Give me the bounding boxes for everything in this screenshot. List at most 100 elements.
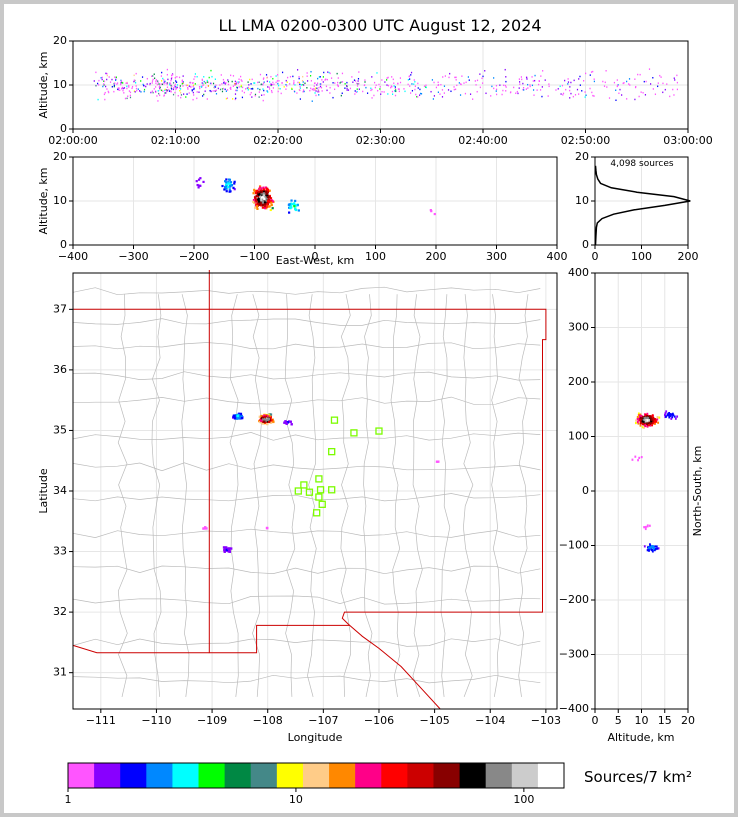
source-point: [676, 88, 678, 91]
source-cell: [225, 184, 228, 187]
source-point: [584, 96, 586, 98]
source-cell: [257, 200, 261, 203]
colorbar-tick-label: 1: [65, 793, 72, 806]
source-point: [417, 82, 419, 85]
source-point: [321, 90, 323, 92]
source-point: [570, 81, 572, 84]
source-point: [293, 82, 295, 84]
source-point: [317, 91, 319, 93]
source-cell: [204, 526, 207, 529]
x-tick-label: 02:50:00: [561, 134, 610, 147]
source-point: [170, 84, 172, 87]
source-cell: [647, 546, 649, 549]
source-point: [329, 92, 331, 94]
source-point: [298, 75, 300, 78]
source-point: [151, 82, 153, 84]
source-point: [174, 91, 176, 94]
source-point: [645, 80, 647, 83]
source-point: [221, 82, 223, 85]
source-point: [240, 75, 242, 78]
source-point: [310, 70, 312, 73]
source-point: [296, 92, 298, 94]
source-point: [234, 80, 236, 83]
source-cell: [650, 418, 653, 421]
source-point: [122, 82, 124, 84]
source-cell: [268, 205, 271, 208]
source-point: [146, 77, 148, 80]
source-cell: [638, 416, 641, 419]
source-point: [320, 83, 322, 85]
source-point: [176, 84, 179, 86]
source-point: [179, 87, 181, 89]
source-point: [191, 89, 193, 92]
source-point: [364, 79, 366, 81]
source-point: [247, 86, 249, 89]
source-point: [394, 86, 396, 88]
x-tick-label: −104: [475, 714, 505, 727]
county-line: [72, 638, 541, 647]
source-point: [386, 79, 388, 81]
source-point: [490, 95, 492, 97]
source-point: [115, 76, 117, 79]
source-point: [161, 89, 163, 92]
source-cell: [284, 420, 287, 423]
source-cell: [272, 420, 275, 423]
source-cell: [260, 187, 263, 190]
source-point: [634, 98, 636, 101]
source-cell: [264, 419, 268, 422]
source-point: [164, 92, 166, 94]
colorbar-cell: [120, 763, 147, 788]
x-tick-label: 300: [486, 250, 507, 263]
source-cell: [649, 422, 652, 425]
source-cell: [260, 419, 263, 422]
source-point: [416, 95, 418, 98]
x-tick-label: −106: [364, 714, 394, 727]
source-point: [395, 90, 397, 93]
source-cell: [671, 412, 674, 415]
x-tick-label: 02:30:00: [356, 134, 405, 147]
source-point: [371, 88, 373, 91]
source-point: [280, 92, 282, 95]
source-point: [151, 80, 154, 82]
source-point: [578, 78, 580, 80]
source-point: [652, 88, 654, 90]
source-point: [622, 82, 624, 85]
source-point: [254, 93, 257, 96]
source-cell: [665, 415, 667, 418]
source-point: [126, 85, 128, 88]
source-point: [286, 81, 288, 83]
source-point: [315, 94, 317, 97]
source-point: [356, 90, 358, 93]
source-point: [615, 89, 617, 92]
source-point: [662, 82, 664, 85]
source-point: [572, 95, 574, 98]
source-cell: [644, 413, 647, 416]
source-point: [495, 93, 498, 96]
county-line: [72, 396, 541, 405]
source-point: [442, 76, 444, 78]
source-point: [539, 89, 542, 91]
colorbar-tick-label: 100: [513, 793, 534, 806]
source-point: [565, 88, 567, 91]
colorbar-cell: [250, 763, 278, 788]
source-point: [354, 93, 356, 95]
source-point: [294, 84, 296, 86]
source-point: [266, 80, 268, 83]
source-point: [518, 87, 520, 89]
source-cell: [644, 424, 647, 427]
source-point: [613, 81, 616, 84]
source-point: [182, 81, 184, 83]
source-point: [171, 73, 174, 76]
source-cell: [651, 415, 654, 418]
source-point: [187, 86, 189, 89]
source-cell: [252, 192, 255, 195]
station-marker: [315, 475, 323, 483]
source-point: [170, 91, 172, 93]
source-point: [164, 89, 166, 92]
colorbar-cell: [146, 763, 173, 788]
source-point: [217, 87, 219, 90]
source-point: [193, 88, 195, 91]
source-point: [659, 74, 661, 77]
source-cell: [263, 205, 266, 208]
source-point: [323, 71, 325, 74]
